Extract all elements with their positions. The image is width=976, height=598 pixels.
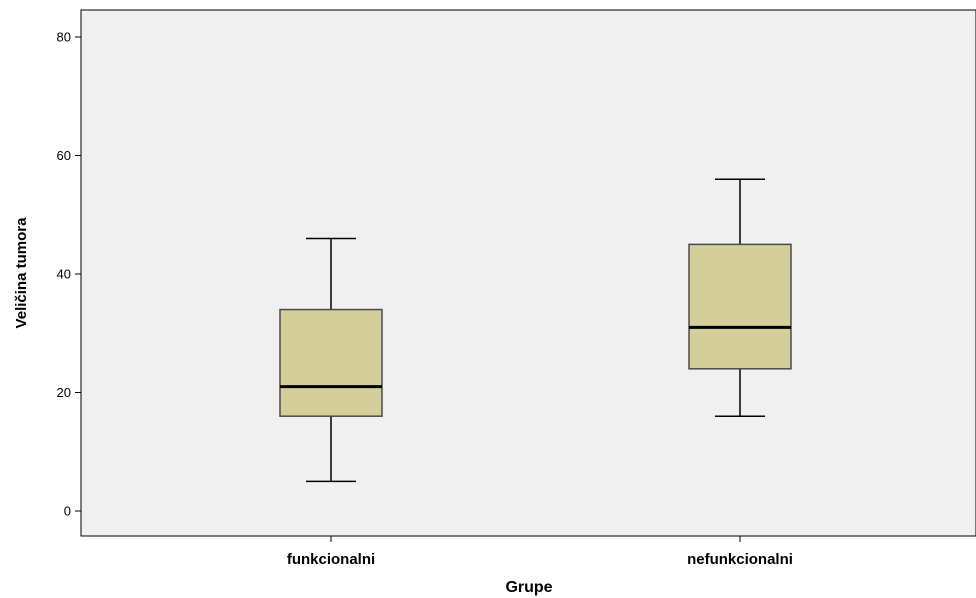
x-axis-title: Grupe: [505, 579, 552, 596]
y-tick-label: 80: [57, 30, 71, 45]
y-tick-label: 60: [57, 148, 71, 163]
y-axis-title: Veličina tumora: [13, 217, 30, 329]
x-axis: funkcionalni nefunkcionalni: [287, 536, 793, 568]
y-tick-label: 20: [57, 385, 71, 400]
y-tick-label: 40: [57, 267, 71, 282]
y-axis: 0 20 40 60 80: [57, 30, 81, 519]
iqr-box: [279, 308, 383, 417]
box-nefunkcionalni: [688, 178, 792, 417]
box-funkcionalni: [279, 237, 383, 483]
plot-area: [80, 9, 976, 537]
x-tick-label: nefunkcionalni: [687, 551, 793, 568]
iqr-box: [688, 243, 792, 370]
y-tick-label: 0: [64, 504, 71, 519]
x-tick-label: funkcionalni: [287, 551, 375, 568]
box-series: [279, 178, 792, 483]
